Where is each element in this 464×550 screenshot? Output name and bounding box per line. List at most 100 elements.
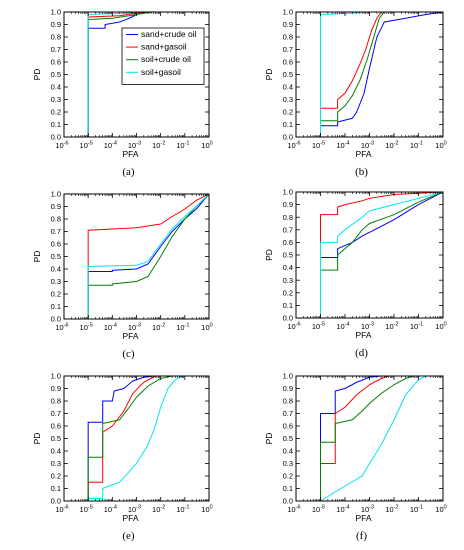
x-tick-label: 10-3 [128, 141, 141, 151]
plot-frame [295, 11, 444, 138]
plot-frame [63, 375, 210, 502]
panel-caption: (f) [356, 530, 367, 542]
y-axis-label: PD [264, 433, 274, 445]
series-line-sand-crude-oil [87, 376, 209, 501]
y-tick-label: 0.8 [51, 33, 61, 42]
y-tick-label: 0.8 [283, 397, 293, 406]
chart-panel: 10-6 10-5 10-4 10-3 10-2 10-1 100 0.0 0.1 0.2 0.3 0… [32, 372, 213, 542]
y-tick-label: 0.2 [283, 108, 293, 117]
y-tick-label: 0.6 [51, 240, 61, 249]
x-tick-label: 10-6 [55, 505, 68, 515]
y-tick-label: 0.9 [51, 20, 61, 29]
y-tick-label: 0.8 [51, 397, 61, 406]
y-tick-label: 0.2 [283, 288, 293, 297]
y-tick-label: 0.3 [51, 459, 61, 468]
x-tick-label: 10-5 [312, 505, 325, 515]
y-tick-label: 0.1 [283, 120, 293, 129]
y-tick-label: 0.2 [51, 108, 61, 117]
y-tick-label: 0.4 [51, 265, 61, 274]
y-tick-label: 0.8 [283, 33, 293, 42]
y-axis-label: PD [32, 69, 42, 81]
series-line-sand-crude-oil [87, 194, 209, 319]
legend-label: sand+gasoil [141, 42, 187, 52]
plot-frame [295, 375, 444, 502]
y-tick-label: 0.0 [51, 133, 61, 142]
x-tick-label: 10-5 [80, 141, 93, 151]
y-tick-label: 0.0 [283, 133, 293, 142]
y-tick-label: 1.0 [283, 372, 293, 381]
panel-caption: (e) [122, 530, 135, 542]
y-tick-label: 0.6 [51, 58, 61, 67]
x-tick-label: 10-4 [336, 141, 349, 151]
y-tick-label: 0.9 [51, 202, 61, 211]
y-tick-label: 0.1 [51, 120, 61, 129]
y-tick-label: 0.1 [283, 301, 293, 310]
y-tick-label: 0.3 [283, 459, 293, 468]
y-tick-label: 0.4 [283, 447, 293, 456]
x-tick-label: 10-1 [410, 505, 423, 515]
series-line-soil-gasoil [87, 376, 209, 501]
y-axis-label: PD [32, 251, 42, 263]
x-tick-label: 10-6 [287, 141, 300, 151]
x-tick-label: 10-1 [410, 141, 423, 151]
y-tick-label: 0.5 [283, 251, 293, 260]
x-axis-label: PFA [355, 149, 371, 159]
series-line-sand-crude-oil [320, 376, 443, 501]
y-axis-label: PD [264, 249, 274, 261]
series-line-soil-gasoil [87, 194, 209, 319]
series-line-soil-gasoil [320, 192, 443, 318]
y-tick-label: 0.3 [51, 95, 61, 104]
y-tick-label: 0.6 [283, 422, 293, 431]
y-tick-label: 0.7 [51, 409, 61, 418]
x-tick-label: 10-2 [385, 141, 398, 151]
x-axis-label: PFA [122, 513, 138, 523]
series-line-soil-crude-oil [320, 12, 443, 137]
series-line-sand-gasoil [320, 12, 443, 137]
y-tick-label: 0.6 [51, 422, 61, 431]
x-tick-label: 10-5 [312, 141, 325, 151]
x-tick-label: 10-6 [287, 505, 300, 515]
y-tick-label: 0.9 [283, 200, 293, 209]
x-tick-label: 10-4 [104, 141, 117, 151]
y-tick-label: 0.7 [283, 45, 293, 54]
chart-panel: 10-6 10-5 10-4 10-3 10-2 10-1 100 0.0 0.1 0.2 0.3 0… [32, 8, 213, 178]
x-tick-label: 10-4 [336, 322, 349, 332]
y-tick-label: 0.5 [51, 434, 61, 443]
x-tick-label: 10-2 [152, 505, 165, 515]
y-tick-label: 1.0 [283, 188, 293, 197]
y-tick-label: 0.7 [51, 227, 61, 236]
chart-panel: 10-6 10-5 10-4 10-3 10-2 10-1 100 0.0 0.1 0.2 0.3 0… [264, 188, 447, 359]
x-tick-label: 100 [201, 505, 212, 515]
panel-caption: (a) [122, 166, 135, 178]
y-tick-label: 0.4 [51, 83, 61, 92]
y-tick-label: 1.0 [51, 372, 61, 381]
series-line-sand-crude-oil [320, 12, 443, 137]
y-tick-label: 0.5 [51, 252, 61, 261]
y-tick-label: 0.0 [51, 497, 61, 506]
x-tick-label: 10-2 [385, 322, 398, 332]
series-line-sand-gasoil [320, 192, 443, 318]
legend-label: soil+crude oil [141, 54, 191, 64]
x-tick-label: 10-1 [410, 322, 423, 332]
x-axis-label: PFA [355, 513, 371, 523]
y-tick-label: 0.9 [283, 384, 293, 393]
x-axis-label: PFA [122, 149, 138, 159]
x-tick-label: 10-4 [104, 505, 117, 515]
legend-label: sand+crude oil [141, 29, 197, 39]
y-tick-label: 1.0 [283, 8, 293, 17]
series-line-sand-gasoil [87, 376, 209, 501]
y-tick-label: 0.9 [51, 384, 61, 393]
series-line-soil-gasoil [320, 376, 443, 501]
y-tick-label: 0.5 [283, 70, 293, 79]
x-tick-label: 100 [435, 322, 446, 332]
y-tick-label: 1.0 [51, 190, 61, 199]
series-line-soil-crude-oil [87, 376, 209, 501]
y-tick-label: 0.7 [283, 409, 293, 418]
x-tick-label: 100 [201, 141, 212, 151]
x-tick-label: 10-5 [80, 323, 93, 333]
series-line-soil-crude-oil [87, 194, 209, 319]
x-tick-label: 10-1 [176, 141, 189, 151]
y-tick-label: 0.0 [283, 497, 293, 506]
x-tick-label: 10-6 [55, 141, 68, 151]
